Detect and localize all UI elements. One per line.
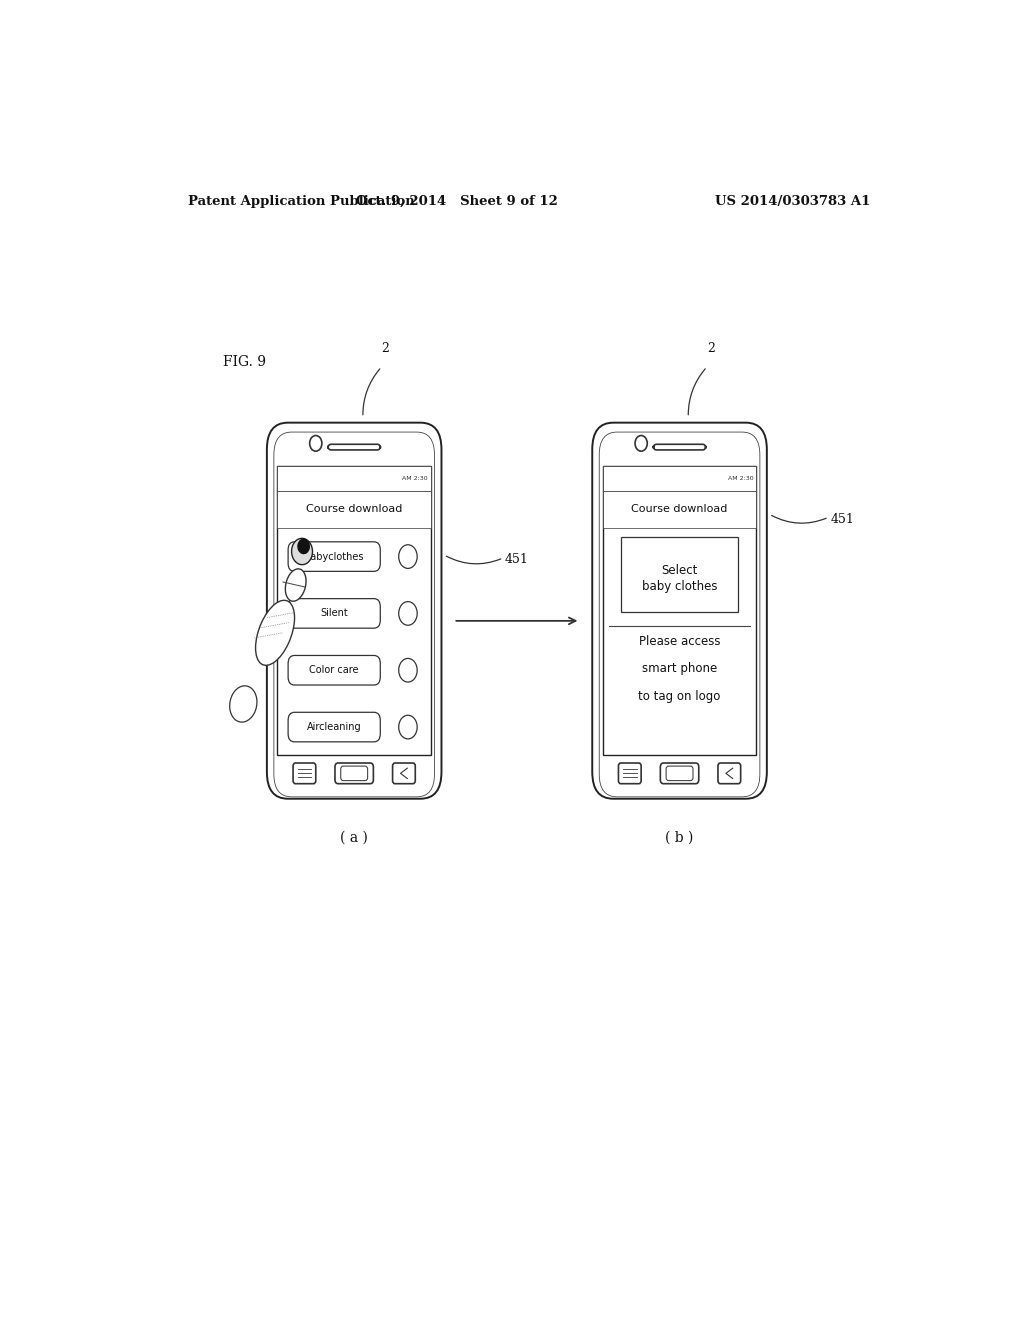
Text: 451: 451 — [830, 512, 854, 525]
FancyBboxPatch shape — [328, 445, 380, 450]
FancyBboxPatch shape — [592, 422, 767, 799]
Text: AM 2:30: AM 2:30 — [402, 475, 428, 480]
FancyBboxPatch shape — [618, 763, 641, 784]
Bar — [603, 491, 757, 528]
FancyBboxPatch shape — [341, 766, 368, 780]
Circle shape — [635, 436, 647, 451]
FancyBboxPatch shape — [335, 763, 374, 784]
Circle shape — [309, 436, 322, 451]
Bar — [603, 466, 757, 755]
FancyBboxPatch shape — [392, 763, 416, 784]
FancyBboxPatch shape — [288, 541, 380, 572]
Text: baby clothes: baby clothes — [642, 579, 717, 593]
Ellipse shape — [256, 601, 295, 665]
Bar — [278, 466, 431, 755]
FancyBboxPatch shape — [666, 766, 693, 780]
Text: 2: 2 — [707, 342, 715, 355]
Text: AM 2:30: AM 2:30 — [728, 475, 754, 480]
Text: babyclothes: babyclothes — [304, 552, 364, 561]
Text: Silent: Silent — [321, 609, 348, 618]
Ellipse shape — [286, 569, 306, 601]
Text: Patent Application Publication: Patent Application Publication — [187, 194, 415, 207]
Bar — [622, 537, 738, 612]
Text: 2: 2 — [382, 342, 389, 355]
Ellipse shape — [229, 686, 257, 722]
Bar — [278, 491, 431, 528]
Text: Aircleaning: Aircleaning — [307, 722, 361, 733]
Text: ( a ): ( a ) — [340, 830, 368, 845]
Text: to tag on logo: to tag on logo — [638, 689, 721, 702]
Ellipse shape — [298, 540, 309, 553]
Text: smart phone: smart phone — [642, 663, 717, 676]
Circle shape — [398, 659, 417, 682]
FancyBboxPatch shape — [288, 599, 380, 628]
FancyBboxPatch shape — [288, 656, 380, 685]
Circle shape — [398, 715, 417, 739]
Circle shape — [398, 602, 417, 626]
Text: Please access: Please access — [639, 635, 720, 648]
FancyBboxPatch shape — [718, 763, 740, 784]
Text: FIG. 9: FIG. 9 — [223, 355, 266, 368]
Text: Color care: Color care — [309, 665, 359, 676]
Bar — [603, 466, 757, 491]
Text: US 2014/0303783 A1: US 2014/0303783 A1 — [715, 194, 870, 207]
FancyBboxPatch shape — [293, 763, 315, 784]
Text: 451: 451 — [505, 553, 528, 566]
Circle shape — [398, 545, 417, 569]
Text: Oct. 9, 2014   Sheet 9 of 12: Oct. 9, 2014 Sheet 9 of 12 — [356, 194, 558, 207]
Ellipse shape — [292, 539, 312, 565]
Text: Course download: Course download — [632, 504, 728, 515]
Text: Course download: Course download — [306, 504, 402, 515]
Bar — [278, 466, 431, 491]
FancyBboxPatch shape — [288, 713, 380, 742]
FancyBboxPatch shape — [267, 422, 441, 799]
Text: Select: Select — [662, 564, 697, 577]
FancyBboxPatch shape — [660, 763, 698, 784]
Text: ( b ): ( b ) — [666, 830, 693, 845]
FancyBboxPatch shape — [653, 445, 706, 450]
